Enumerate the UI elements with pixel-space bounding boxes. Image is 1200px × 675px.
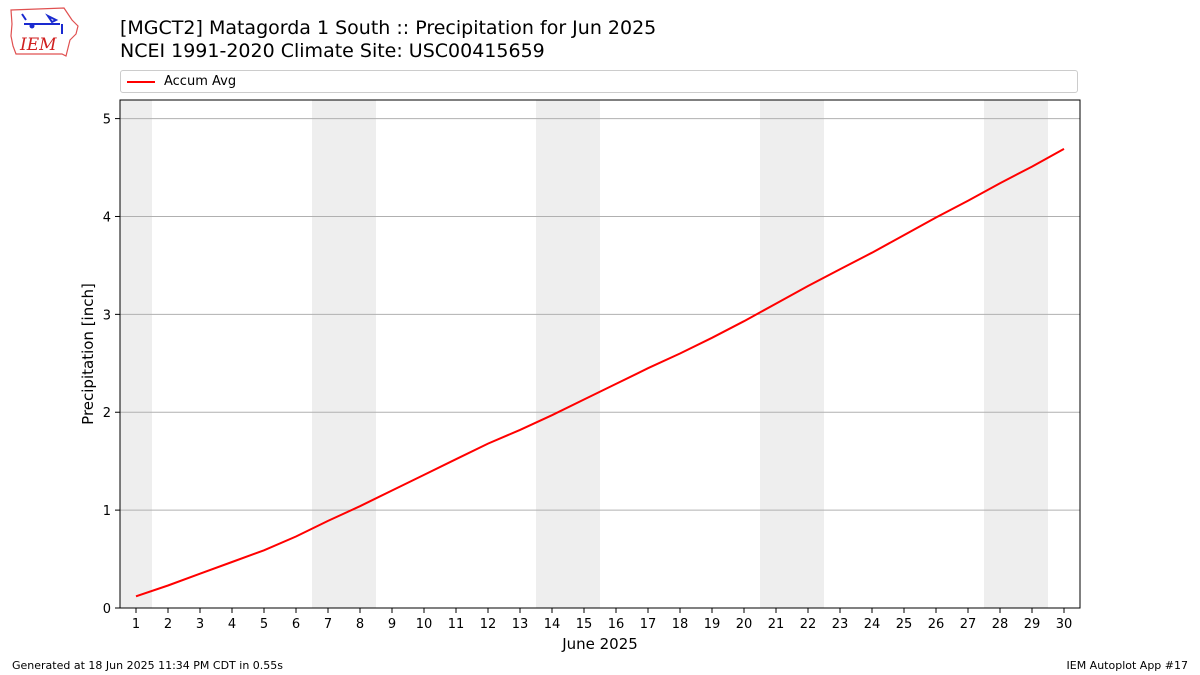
chart-legend: Accum Avg <box>120 70 1078 93</box>
x-tick-label-13: 13 <box>512 617 529 632</box>
generated-timestamp: Generated at 18 Jun 2025 11:34 PM CDT in… <box>12 659 284 672</box>
logo-text: IEM <box>19 35 57 55</box>
x-tick-label-17: 17 <box>640 617 657 632</box>
weekend-shade-2 <box>312 100 376 608</box>
x-tick-label-23: 23 <box>832 617 849 632</box>
iowa-outline-shape <box>10 7 79 57</box>
x-tick-label-6: 6 <box>292 617 300 632</box>
x-tick-label-2: 2 <box>164 617 172 632</box>
x-tick-label-8: 8 <box>356 617 364 632</box>
chart-title: [MGCT2] Matagorda 1 South :: Precipitati… <box>120 17 657 39</box>
x-tick-label-4: 4 <box>228 617 236 632</box>
y-axis-label: Precipitation [inch] <box>79 283 97 425</box>
plot-frame <box>119 99 1081 609</box>
x-tick-label-5: 5 <box>260 617 268 632</box>
x-tick-label-19: 19 <box>704 617 721 632</box>
y-tick-label-0: 0 <box>103 602 111 617</box>
x-tick-label-27: 27 <box>960 617 977 632</box>
chart-subtitle: NCEI 1991-2020 Climate Site: USC00415659 <box>120 40 545 62</box>
y-tick-label-2: 2 <box>103 406 111 421</box>
x-tick-label-3: 3 <box>196 617 204 632</box>
x-tick-label-26: 26 <box>928 617 945 632</box>
weekend-shade-3 <box>536 100 600 608</box>
x-tick-label-12: 12 <box>480 617 497 632</box>
x-tick-label-20: 20 <box>736 617 753 632</box>
x-tick-label-28: 28 <box>992 617 1009 632</box>
series-line-accum-avg <box>135 148 1065 598</box>
legend-label-accum-avg: Accum Avg <box>164 74 237 89</box>
x-tick-label-16: 16 <box>608 617 625 632</box>
y-tick-label-1: 1 <box>103 504 111 519</box>
x-tick-label-18: 18 <box>672 617 689 632</box>
x-tick-label-21: 21 <box>768 617 785 632</box>
legend-swatch-accum-avg <box>127 81 155 83</box>
iem-logo: IEM <box>10 7 79 57</box>
weekend-shade-5 <box>984 100 1048 608</box>
x-tick-label-25: 25 <box>896 617 913 632</box>
x-tick-label-9: 9 <box>388 617 396 632</box>
x-tick-label-11: 11 <box>448 617 465 632</box>
x-tick-label-15: 15 <box>576 617 593 632</box>
station-dot-icon <box>29 23 35 29</box>
autoplot-app-label: IEM Autoplot App #17 <box>1066 659 1189 672</box>
x-tick-label-7: 7 <box>324 617 332 632</box>
weekend-shade-1 <box>120 100 152 608</box>
x-tick-label-14: 14 <box>544 617 561 632</box>
x-tick-label-10: 10 <box>416 617 433 632</box>
y-tick-label-3: 3 <box>103 308 111 323</box>
weekend-shade-4 <box>760 100 824 608</box>
y-tick-label-5: 5 <box>103 113 111 128</box>
x-tick-label-1: 1 <box>132 617 140 632</box>
x-tick-label-22: 22 <box>800 617 817 632</box>
x-tick-label-29: 29 <box>1024 617 1041 632</box>
x-tick-label-24: 24 <box>864 617 881 632</box>
y-tick-label-4: 4 <box>103 210 111 225</box>
x-axis-label: June 2025 <box>561 635 638 653</box>
x-tick-label-30: 30 <box>1056 617 1073 632</box>
